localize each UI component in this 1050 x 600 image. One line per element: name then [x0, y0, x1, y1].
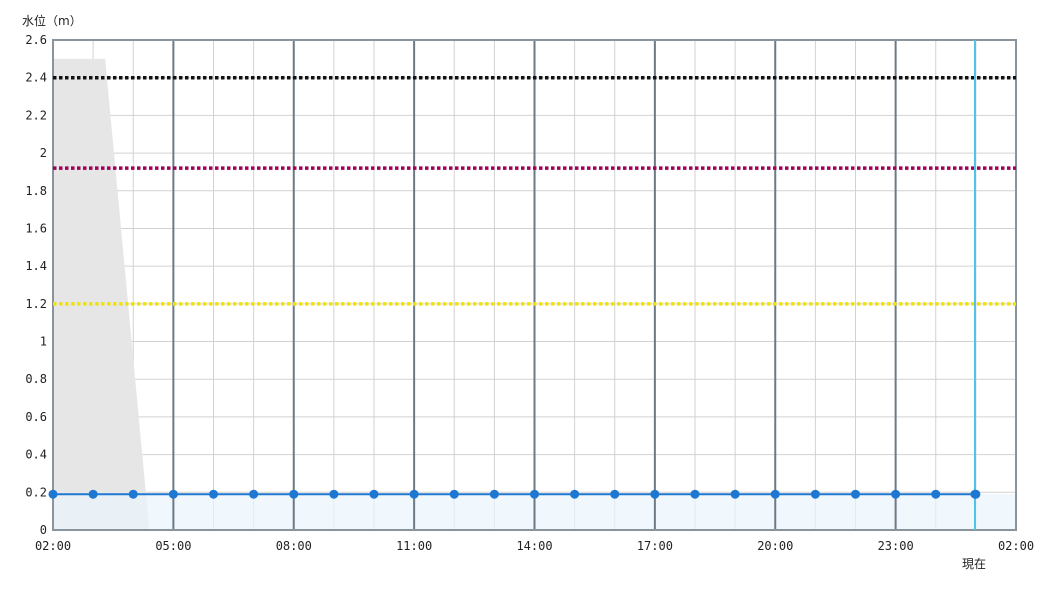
series-point	[48, 489, 58, 499]
y-tick-label: 0.2	[25, 485, 47, 499]
y-tick-label: 1	[40, 335, 47, 349]
series-point	[931, 489, 941, 499]
series-point	[329, 489, 339, 499]
x-tick-label: 23:00	[878, 539, 914, 553]
y-tick-label: 0.8	[25, 372, 47, 386]
series-point	[690, 489, 700, 499]
series-point	[289, 489, 299, 499]
y-tick-label: 2.6	[25, 33, 47, 47]
series-point	[168, 489, 178, 499]
grey-band-area	[53, 58, 150, 530]
series-point	[891, 489, 901, 499]
y-tick-label: 1.2	[25, 297, 47, 311]
x-tick-label: 20:00	[757, 539, 793, 553]
x-tick-label: 02:00	[35, 539, 71, 553]
y-axis-label: 水位（m）	[22, 14, 82, 28]
series-point	[530, 489, 539, 499]
x-tick-label: 05:00	[155, 539, 191, 553]
y-tick-label: 1.8	[25, 184, 47, 198]
y-tick-label: 0.4	[25, 448, 47, 462]
series-point	[369, 489, 379, 499]
y-tick-label: 2.4	[25, 71, 47, 85]
y-tick-label: 0	[40, 523, 47, 537]
now-label: 現在	[962, 557, 987, 571]
x-tick-label: 02:00	[998, 539, 1034, 553]
series-point	[409, 489, 419, 499]
x-tick-label: 14:00	[516, 539, 552, 553]
y-tick-label: 0.6	[25, 410, 47, 424]
series-point	[128, 489, 138, 499]
y-tick-label: 2	[40, 146, 47, 160]
y-tick-label: 1.4	[25, 259, 47, 273]
series-point	[970, 489, 980, 499]
series-point	[810, 489, 820, 499]
plot-border	[52, 39, 1017, 531]
series-point	[770, 489, 780, 499]
series-point	[209, 489, 218, 499]
series-point	[730, 489, 740, 499]
x-tick-label: 11:00	[396, 539, 432, 553]
series-point	[851, 489, 860, 499]
series-point	[610, 489, 620, 499]
y-tick-label: 2.2	[25, 108, 47, 122]
x-tick-label: 08:00	[276, 539, 312, 553]
y-tick-label: 1.6	[25, 221, 47, 235]
series-point	[570, 489, 580, 499]
series-point	[449, 489, 459, 499]
series-point	[489, 489, 499, 499]
series-point	[249, 489, 259, 499]
series-point	[88, 489, 98, 499]
x-tick-label: 17:00	[637, 539, 673, 553]
series-point	[650, 489, 660, 499]
